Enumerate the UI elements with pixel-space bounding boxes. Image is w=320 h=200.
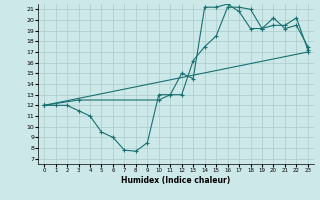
X-axis label: Humidex (Indice chaleur): Humidex (Indice chaleur) [121,176,231,185]
